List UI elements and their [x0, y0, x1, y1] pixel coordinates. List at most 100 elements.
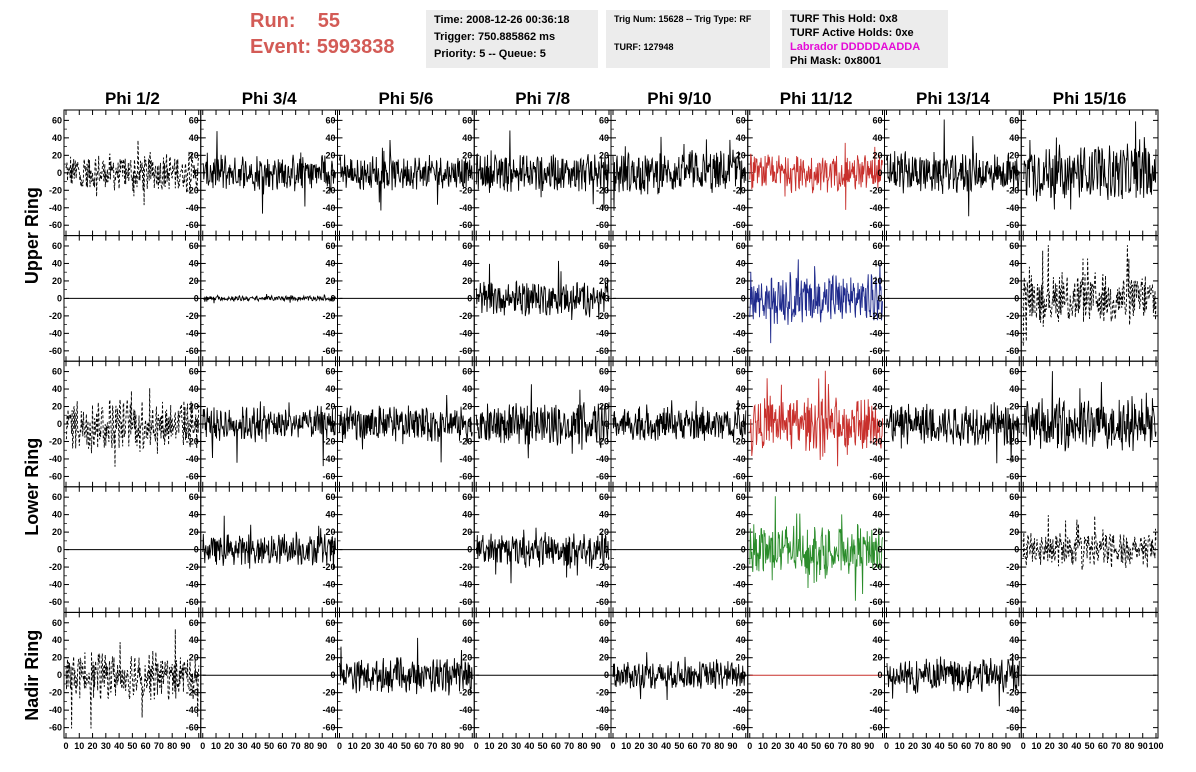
y-tick-label: -40 — [459, 705, 472, 715]
panel-r3-c5: 60 40 20 0 -20 -40 -60 — [596, 360, 749, 488]
waveform-trace — [886, 402, 1020, 464]
y-tick-label: 20 — [872, 653, 882, 663]
y-tick-label: 0 — [1014, 545, 1019, 555]
panel-r4-c1: 60 40 20 0 -20 -40 -60 — [49, 486, 202, 613]
x-tick-label: 40 — [935, 741, 945, 751]
column-title-6: Phi 11/12 — [780, 89, 853, 108]
y-tick-label: -20 — [1006, 436, 1019, 446]
y-tick-label: -40 — [186, 454, 199, 464]
panel-r5-c1: 60 40 20 0 -20 -40 -60 — [49, 611, 202, 739]
y-tick-label: 40 — [462, 384, 472, 394]
y-tick-label: 0 — [57, 419, 62, 429]
y-tick-label: 20 — [189, 402, 199, 412]
y-tick-label: 20 — [325, 653, 335, 663]
y-tick-label: 20 — [599, 402, 609, 412]
y-tick-label: -40 — [186, 580, 199, 590]
x-tick-label: 20 — [771, 741, 781, 751]
y-tick-label: 60 — [872, 367, 882, 377]
y-tick-label: 0 — [604, 419, 609, 429]
x-tick-label: 90 — [1001, 741, 1011, 751]
y-tick-label: 60 — [736, 492, 746, 502]
panel-r4-c8: 60 40 20 0 -20 -40 -60 — [1006, 486, 1159, 613]
x-tick-label: 60 — [1098, 741, 1108, 751]
y-tick-label: 0 — [57, 168, 62, 178]
run-line: Run: 55 — [250, 8, 420, 34]
y-tick-label: 0 — [467, 168, 472, 178]
panel-r5-c6: 60 40 20 0 -20 -40 -60 — [733, 611, 885, 739]
x-tick-label: 10 — [348, 741, 358, 751]
y-tick-label: -20 — [459, 311, 472, 321]
y-tick-label: -40 — [1006, 705, 1019, 715]
y-tick-label: -40 — [186, 328, 199, 338]
waveform-trace — [475, 527, 610, 584]
y-tick-label: 60 — [189, 492, 199, 502]
y-tick-label: -40 — [459, 328, 472, 338]
x-tick-label: 0 — [337, 741, 342, 751]
x-tick-label: 90 — [727, 741, 737, 751]
x-tick-label: 10 — [895, 741, 905, 751]
event-label: Event: — [250, 36, 312, 58]
panel-r5-c4: 60 40 20 0 -20 -40 -60 — [459, 611, 612, 739]
x-tick-label: 20 — [224, 741, 234, 751]
y-tick-label: 60 — [599, 367, 609, 377]
y-tick-label: 40 — [872, 258, 882, 268]
waveform-trace — [202, 131, 336, 214]
panel-frame — [63, 109, 202, 237]
waveform-trace — [1022, 245, 1157, 346]
x-tick-label: 70 — [564, 741, 574, 751]
y-tick-label: -40 — [459, 454, 472, 464]
waveform-trace — [886, 653, 1020, 707]
y-tick-label: 40 — [325, 635, 335, 645]
y-tick-label: 0 — [1014, 419, 1019, 429]
y-tick-label: 60 — [872, 241, 882, 251]
x-tick-label: 30 — [921, 741, 931, 751]
y-tick-label: -20 — [49, 436, 62, 446]
x-tick-label: 40 — [251, 741, 261, 751]
y-tick-label: 60 — [52, 115, 62, 125]
y-tick-label: -40 — [869, 705, 882, 715]
x-tick-label: 0 — [200, 741, 205, 751]
y-tick-label: 40 — [872, 510, 882, 520]
panel-r3-c1: 60 40 20 0 -20 -40 -60 — [49, 360, 202, 488]
x-tick-label: 0 — [610, 741, 615, 751]
column-title-2: Phi 3/4 — [242, 89, 297, 108]
y-tick-label: 20 — [52, 402, 62, 412]
x-tick-label: 70 — [974, 741, 984, 751]
y-tick-label: -60 — [596, 597, 609, 607]
panel-r4-c7: 60 40 20 0 -20 -40 -60 — [869, 486, 1022, 613]
y-tick-label: 0 — [741, 293, 746, 303]
x-tick-label: 80 — [167, 741, 177, 751]
x-tick-label: 60 — [961, 741, 971, 751]
waveform-trace — [475, 384, 610, 459]
panel-r2-c2: 60 40 20 0 -20 -40 -60 — [186, 235, 338, 362]
panel-r4-c2: 60 40 20 0 -20 -40 -60 — [186, 486, 338, 613]
turf-hold-text: TURF This Hold: 0x8 — [790, 13, 898, 25]
y-tick-label: -40 — [869, 328, 882, 338]
y-tick-label: 40 — [736, 510, 746, 520]
column-title-3: Phi 5/6 — [378, 89, 433, 108]
y-tick-label: 20 — [736, 402, 746, 412]
x-tick-label: 10 — [621, 741, 631, 751]
y-tick-label: 20 — [736, 276, 746, 286]
panel-r2-c8: 60 40 20 0 -20 -40 -60 — [1006, 235, 1159, 362]
y-tick-label: 20 — [189, 150, 199, 160]
y-tick-label: -20 — [459, 185, 472, 195]
y-tick-label: -20 — [186, 436, 199, 446]
y-tick-label: 0 — [741, 670, 746, 680]
x-tick-label: 20 — [498, 741, 508, 751]
y-tick-label: 20 — [325, 150, 335, 160]
y-tick-label: -60 — [733, 346, 746, 356]
y-tick-label: -20 — [869, 185, 882, 195]
panel-r2-c7: 60 40 20 0 -20 -40 -60 — [869, 235, 1022, 362]
panel-r4-c6: 60 40 20 0 -20 -40 -60 — [733, 486, 885, 613]
y-tick-label: 0 — [1014, 293, 1019, 303]
y-tick-label: -40 — [869, 203, 882, 213]
y-tick-label: -20 — [869, 562, 882, 572]
x-tick-label: 90 — [591, 741, 601, 751]
y-tick-label: -20 — [869, 436, 882, 446]
x-tick-label: 30 — [238, 741, 248, 751]
waveform-trace — [612, 652, 747, 701]
x-tick-label: 50 — [538, 741, 548, 751]
y-tick-label: 60 — [462, 618, 472, 628]
